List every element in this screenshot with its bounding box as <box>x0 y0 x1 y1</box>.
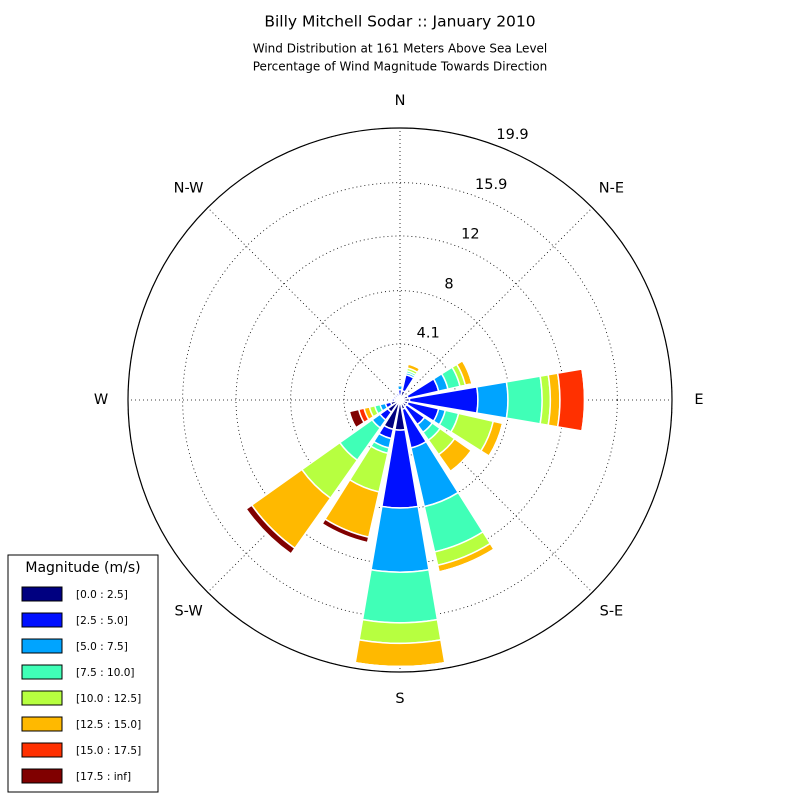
legend-swatch <box>21 742 63 758</box>
r-tick-label: 4.1 <box>417 326 440 342</box>
bar-segment <box>450 450 472 472</box>
outer-circle <box>127 127 673 673</box>
grid-ring <box>182 182 618 618</box>
legend-label: [2.5 : 5.0] <box>76 615 128 627</box>
legend-swatch <box>21 664 63 680</box>
grid-spoke <box>399 207 593 401</box>
legend-swatch <box>21 638 63 654</box>
bar-segment <box>348 408 366 429</box>
direction-label: E <box>694 392 703 408</box>
direction-label: N-E <box>599 181 624 197</box>
legend-swatch <box>21 612 63 628</box>
bar-segment <box>461 360 473 384</box>
bar-segment <box>438 548 495 573</box>
legend-label: [7.5 : 10.0] <box>76 667 134 679</box>
bar-segment <box>355 662 445 668</box>
bar-segment <box>361 568 439 624</box>
legend-label: [15.0 : 17.5] <box>76 745 141 757</box>
bar-segment <box>488 423 504 457</box>
grid-spoke <box>399 399 593 593</box>
legend-swatch <box>21 586 63 602</box>
direction-label: S <box>395 691 404 707</box>
bar-segment <box>475 380 509 420</box>
r-tick-label: 8 <box>444 277 453 293</box>
bar-segment <box>556 368 586 432</box>
bar-segment <box>370 505 430 573</box>
bar-segment <box>358 618 442 644</box>
direction-label: N-W <box>174 181 204 197</box>
bar-segment <box>505 375 543 425</box>
legend-label: [17.5 : inf] <box>76 771 131 783</box>
legend-label: [5.0 : 7.5] <box>76 641 128 653</box>
r-tick-label: 15.9 <box>475 177 507 193</box>
grid-spoke <box>207 207 401 401</box>
legend-label: [12.5 : 15.0] <box>76 719 141 731</box>
r-tick-label: 19.9 <box>496 127 528 143</box>
chart-subtitle: Percentage of Wind Magnitude Towards Dir… <box>253 60 547 74</box>
legend-label: [10.0 : 12.5] <box>76 693 141 705</box>
direction-label: W <box>94 392 108 408</box>
direction-label: N <box>395 93 406 109</box>
bar-segment <box>245 504 296 555</box>
chart-subtitle: Wind Distribution at 161 Meters Above Se… <box>253 42 548 56</box>
legend-swatch <box>21 768 63 784</box>
legend-label: [0.0 : 2.5] <box>76 589 128 601</box>
r-tick-label: 12 <box>461 226 479 242</box>
chart-title: Billy Mitchell Sodar :: January 2010 <box>264 13 535 31</box>
bar-segment <box>321 518 370 544</box>
direction-label: S-E <box>600 603 624 619</box>
legend-swatch <box>21 716 63 732</box>
bar-segment <box>354 638 446 668</box>
bar-segment <box>395 392 399 395</box>
legend-title: Magnitude (m/s) <box>25 560 140 576</box>
direction-label: S-W <box>174 603 202 619</box>
legend-swatch <box>21 690 63 706</box>
